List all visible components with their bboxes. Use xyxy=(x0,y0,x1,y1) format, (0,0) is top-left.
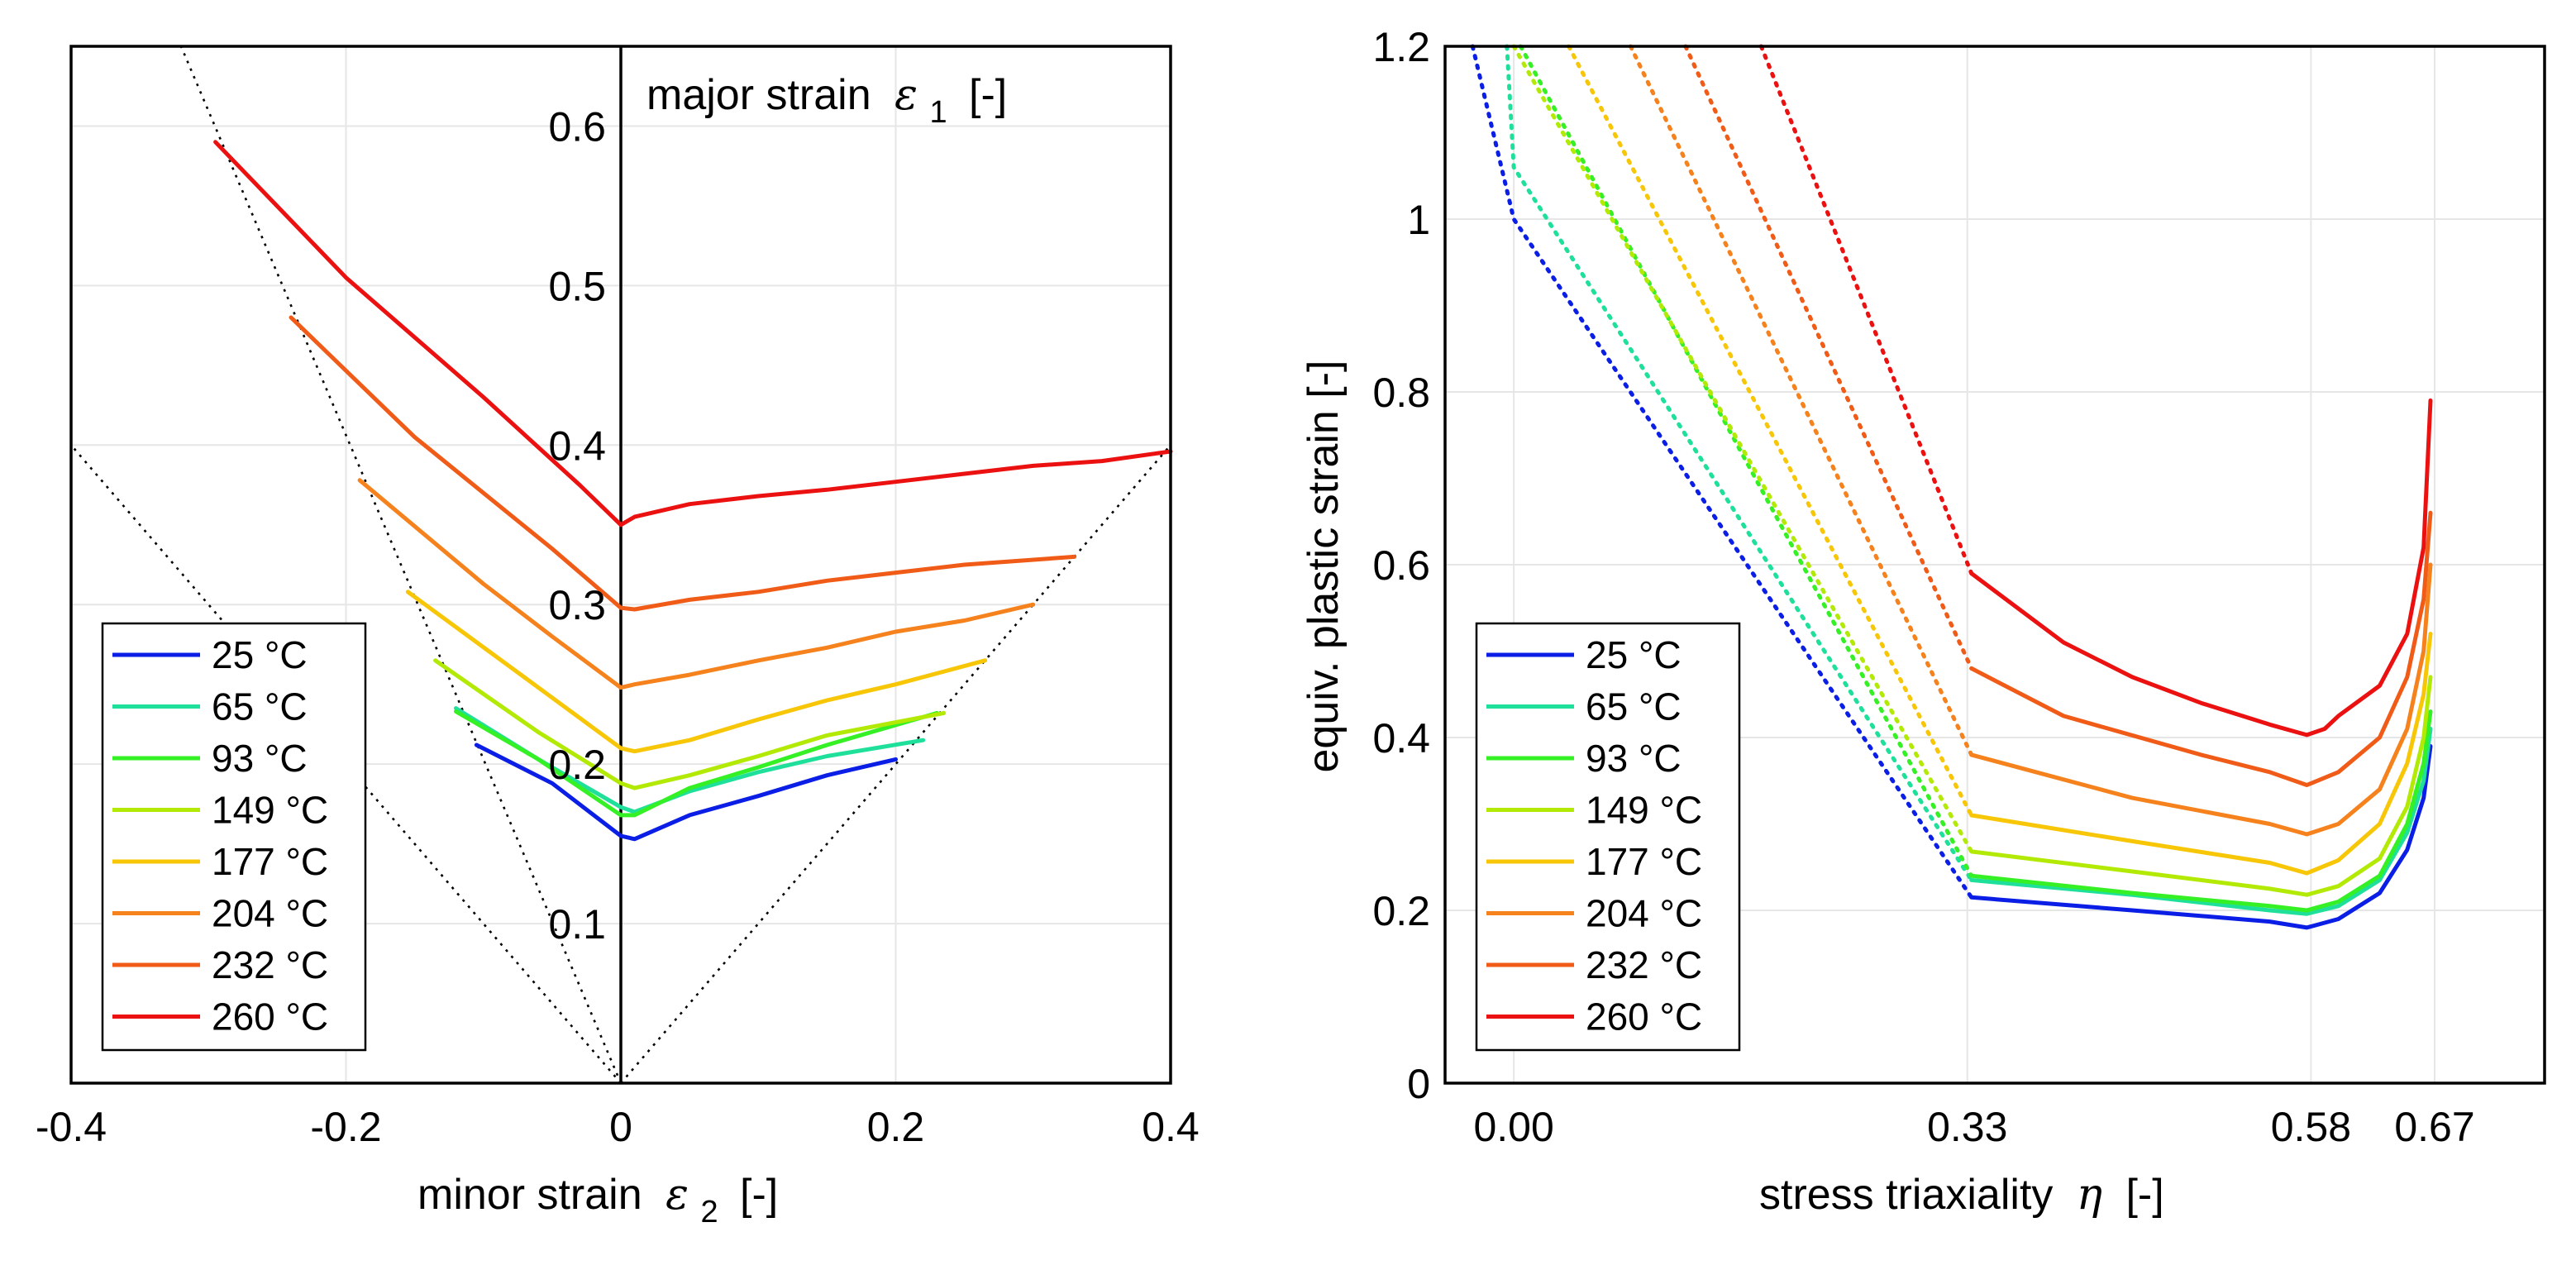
fld-x-tick-labels: -0.4 -0.2 0 0.2 0.4 xyxy=(36,1104,1200,1150)
tri-xlabel-text: stress triaxiality xyxy=(1759,1171,2053,1219)
tri-legend: 25 °C 65 °C 93 °C 149 °C 177 °C 204 °C 232 °C 2… xyxy=(1475,622,1741,1052)
tri-x-tick-3: 0.67 xyxy=(2394,1104,2474,1150)
fld-legend-label-4: 177 °C xyxy=(212,840,328,883)
tri-x-tick-2: 0.58 xyxy=(2271,1104,2351,1150)
tri-x-tick-0: 0.00 xyxy=(1473,1104,1553,1150)
fld-y-tick-labels: 0.1 0.2 0.3 0.4 0.5 0.6 xyxy=(548,103,606,948)
fld-x-tick-2: 0 xyxy=(609,1104,632,1150)
tri-y-tick-6: 1.2 xyxy=(1372,24,1430,70)
fld-ylabel-unit: [-] xyxy=(969,71,1007,119)
fld-series-line-2 xyxy=(454,709,939,818)
tri-y-tick-labels: 0 0.2 0.4 0.6 0.8 1 1.2 xyxy=(1372,24,1430,1107)
fld-legend-label-2: 93 °C xyxy=(212,737,308,780)
triaxiality-chart: 0.00 0.33 0.58 0.67 0 0.2 0.4 0.6 0.8 1 1.2 stres… xyxy=(1300,24,2546,1220)
tri-y-tick-4: 0.8 xyxy=(1372,370,1430,416)
tri-extrapolated-line-4 xyxy=(1567,44,1974,818)
fld-legend-box xyxy=(101,622,367,1052)
fld-y-tick-1: 0.2 xyxy=(548,742,606,788)
fld-legend-label-6: 232 °C xyxy=(212,943,328,986)
fld-plot-frame xyxy=(69,45,1172,1085)
tri-series-lines xyxy=(1470,44,2433,930)
fld-x-axis-label: minor strain ε 2 [-] xyxy=(417,1170,778,1232)
tri-y-axis-label: equiv. plastic strain [-] xyxy=(1300,360,1348,772)
tri-y-tick-1: 0.2 xyxy=(1372,888,1430,934)
tri-extrapolated-line-1 xyxy=(1505,44,1974,882)
fld-legend-label-3: 149 °C xyxy=(212,789,328,832)
fld-legend: 25 °C 65 °C 93 °C 149 °C 177 °C 204 °C 232 °C 2… xyxy=(101,622,367,1052)
fld-ylabel-symbol: ε xyxy=(894,70,918,120)
fld-reference-lines xyxy=(70,45,1171,1084)
tri-y-tick-0: 0 xyxy=(1407,1061,1430,1107)
tri-y-tick-5: 1 xyxy=(1407,197,1430,243)
fld-legend-label-1: 65 °C xyxy=(212,685,308,728)
fld-x-tick-0: -0.4 xyxy=(36,1104,107,1150)
fld-ylabel-subscript: 1 xyxy=(929,95,947,130)
tri-legend-label-6: 232 °C xyxy=(1586,943,1702,986)
tri-extrapolated-line-5 xyxy=(1628,44,1974,757)
fld-series-line-4 xyxy=(405,590,988,754)
tri-legend-label-1: 65 °C xyxy=(1586,685,1682,728)
tri-extrapolated-line-3 xyxy=(1511,44,1974,854)
tri-legend-label-3: 149 °C xyxy=(1586,789,1702,832)
fld-xlabel-text: minor strain xyxy=(417,1171,642,1219)
tri-x-axis-label: stress triaxiality η [-] xyxy=(1759,1170,2164,1220)
fld-series-line-7 xyxy=(213,140,1173,528)
fld-y-tick-3: 0.4 xyxy=(548,423,606,469)
tri-measured-line-0 xyxy=(1969,744,2433,930)
fld-series-line-3 xyxy=(433,658,947,790)
tri-extrapolated-line-0 xyxy=(1470,44,1974,900)
fld-ylabel-text: major strain xyxy=(646,71,871,119)
tri-legend-label-2: 93 °C xyxy=(1586,737,1682,780)
tri-measured-line-1 xyxy=(1969,727,2433,916)
tri-legend-label-4: 177 °C xyxy=(1586,840,1702,883)
tri-measured-line-6 xyxy=(1969,510,2433,787)
forming-limit-chart: -0.4 -0.2 0 0.2 0.4 0.1 0.2 0.3 0.4 0.5 0.6 major… xyxy=(36,45,1200,1232)
fld-reference-line-0 xyxy=(179,45,623,1084)
tri-measured-line-4 xyxy=(1969,632,2433,876)
tri-measured-line-3 xyxy=(1969,675,2433,897)
fld-y-tick-4: 0.5 xyxy=(548,263,606,309)
fld-xlabel-subscript: 2 xyxy=(700,1195,718,1229)
tri-legend-label-7: 260 °C xyxy=(1586,995,1702,1038)
tri-x-tick-labels: 0.00 0.33 0.58 0.67 xyxy=(1473,1104,2474,1150)
fld-y-tick-5: 0.6 xyxy=(548,103,606,150)
tri-plot-frame xyxy=(1443,45,2546,1085)
tri-extrapolated-line-2 xyxy=(1518,44,1974,878)
tri-legend-label-0: 25 °C xyxy=(1586,633,1682,676)
fld-x-tick-1: -0.2 xyxy=(310,1104,381,1150)
tri-legend-box xyxy=(1475,622,1741,1052)
fld-xlabel-symbol: ε xyxy=(665,1170,689,1220)
fld-y-tick-2: 0.3 xyxy=(548,582,606,628)
tri-xlabel-symbol: η xyxy=(2077,1170,2102,1220)
fld-x-tick-4: 0.4 xyxy=(1142,1104,1200,1150)
fld-series-line-0 xyxy=(474,742,898,842)
tri-measured-line-5 xyxy=(1969,562,2433,837)
fld-series-lines xyxy=(213,140,1173,842)
fld-xlabel-unit: [-] xyxy=(740,1171,778,1219)
tri-xlabel-unit: [-] xyxy=(2125,1171,2163,1219)
tri-measured-line-7 xyxy=(1969,398,2433,738)
fld-legend-label-5: 204 °C xyxy=(212,892,328,935)
tri-y-tick-3: 0.6 xyxy=(1372,542,1430,589)
tri-measured-line-2 xyxy=(1969,709,2433,913)
tri-x-tick-1: 0.33 xyxy=(1927,1104,2007,1150)
tri-legend-label-5: 204 °C xyxy=(1586,892,1702,935)
tri-y-tick-2: 0.4 xyxy=(1372,715,1430,762)
fld-series-line-5 xyxy=(357,478,1036,690)
fld-x-tick-3: 0.2 xyxy=(867,1104,925,1150)
fld-legend-label-0: 25 °C xyxy=(212,633,308,676)
fld-legend-label-7: 260 °C xyxy=(212,995,328,1038)
fld-y-axis-label: major strain ε 1 [-] xyxy=(646,70,1007,132)
fld-y-tick-0: 0.1 xyxy=(548,901,606,948)
fld-series-line-6 xyxy=(289,315,1077,612)
